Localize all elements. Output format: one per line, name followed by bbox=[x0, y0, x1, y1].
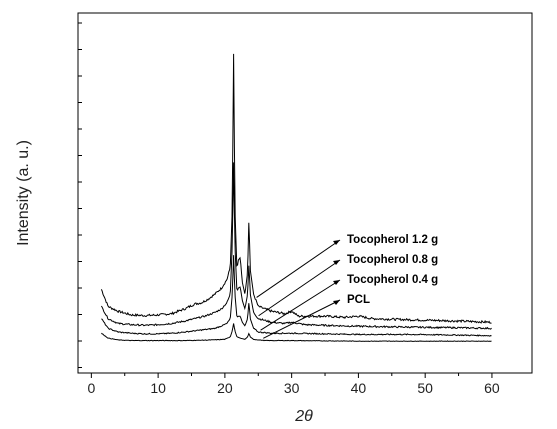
legend-label: Tocopherol 0.4 g bbox=[347, 274, 438, 286]
series-line bbox=[101, 255, 492, 337]
y-axis-label: Intensity (a. u.) bbox=[15, 140, 32, 246]
series-layer bbox=[100, 53, 492, 342]
x-axis-ticks: 0 10 20 30 40 50 60 bbox=[87, 373, 500, 396]
legend-arrowhead bbox=[333, 260, 340, 265]
legend-leader bbox=[263, 299, 341, 339]
x-tick-label: 60 bbox=[484, 380, 500, 396]
x-tick-label: 10 bbox=[150, 380, 166, 396]
legend-layer: Tocopherol 1.2 g Tocopherol 0.8 g Tocopher… bbox=[256, 234, 438, 339]
legend-label: Tocopherol 0.8 g bbox=[347, 254, 438, 266]
legend-label: PCL bbox=[347, 294, 370, 306]
x-tick-label: 30 bbox=[284, 380, 300, 396]
plot-frame bbox=[77, 12, 533, 374]
legend-arrowhead bbox=[333, 280, 340, 285]
series-line bbox=[100, 53, 492, 324]
x-tick-label: 40 bbox=[351, 380, 367, 396]
legend-arrowhead bbox=[333, 300, 340, 305]
x-axis-label: 2θ bbox=[294, 408, 313, 425]
y-minor-ticks bbox=[78, 22, 82, 368]
legend-leader bbox=[260, 279, 341, 331]
series-line bbox=[101, 323, 492, 342]
legend-arrowhead bbox=[333, 240, 340, 245]
x-tick-label: 50 bbox=[417, 380, 433, 396]
series-line bbox=[100, 162, 492, 330]
legend-leader bbox=[256, 239, 341, 298]
legend-leader bbox=[258, 259, 341, 317]
x-tick-label: 0 bbox=[87, 380, 95, 396]
legend-label: Tocopherol 1.2 g bbox=[347, 234, 438, 246]
x-tick-label: 20 bbox=[217, 380, 233, 396]
